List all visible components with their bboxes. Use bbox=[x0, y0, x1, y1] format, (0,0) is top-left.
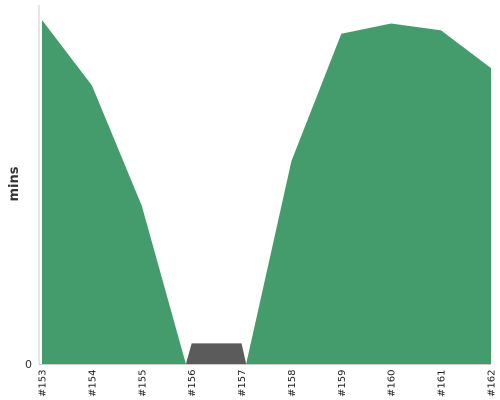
positive-area-0 bbox=[42, 20, 186, 364]
y-axis-title: mins bbox=[7, 166, 22, 201]
x-tick-label: #161 bbox=[437, 370, 448, 397]
x-tick-label: #154 bbox=[87, 370, 98, 397]
x-tick-label: #158 bbox=[287, 370, 298, 397]
y-tick-labels: 0 bbox=[25, 358, 32, 371]
x-tick-labels: #153 #154 #155 #156 #157 #158 #159 #160 #161 #162 bbox=[38, 370, 498, 397]
negative-area-0 bbox=[185, 343, 247, 364]
area-layer bbox=[42, 20, 491, 364]
x-tick-label: #155 bbox=[137, 370, 148, 397]
y-tick-label: 0 bbox=[25, 358, 32, 371]
x-tick-label: #162 bbox=[487, 370, 498, 397]
x-tick-label: #157 bbox=[237, 370, 248, 397]
x-tick-label: #160 bbox=[387, 370, 398, 397]
x-tick-label: #153 bbox=[38, 370, 49, 397]
positive-area-1 bbox=[246, 23, 491, 364]
x-tick-label: #159 bbox=[337, 370, 348, 397]
x-tick-label: #156 bbox=[187, 370, 198, 397]
